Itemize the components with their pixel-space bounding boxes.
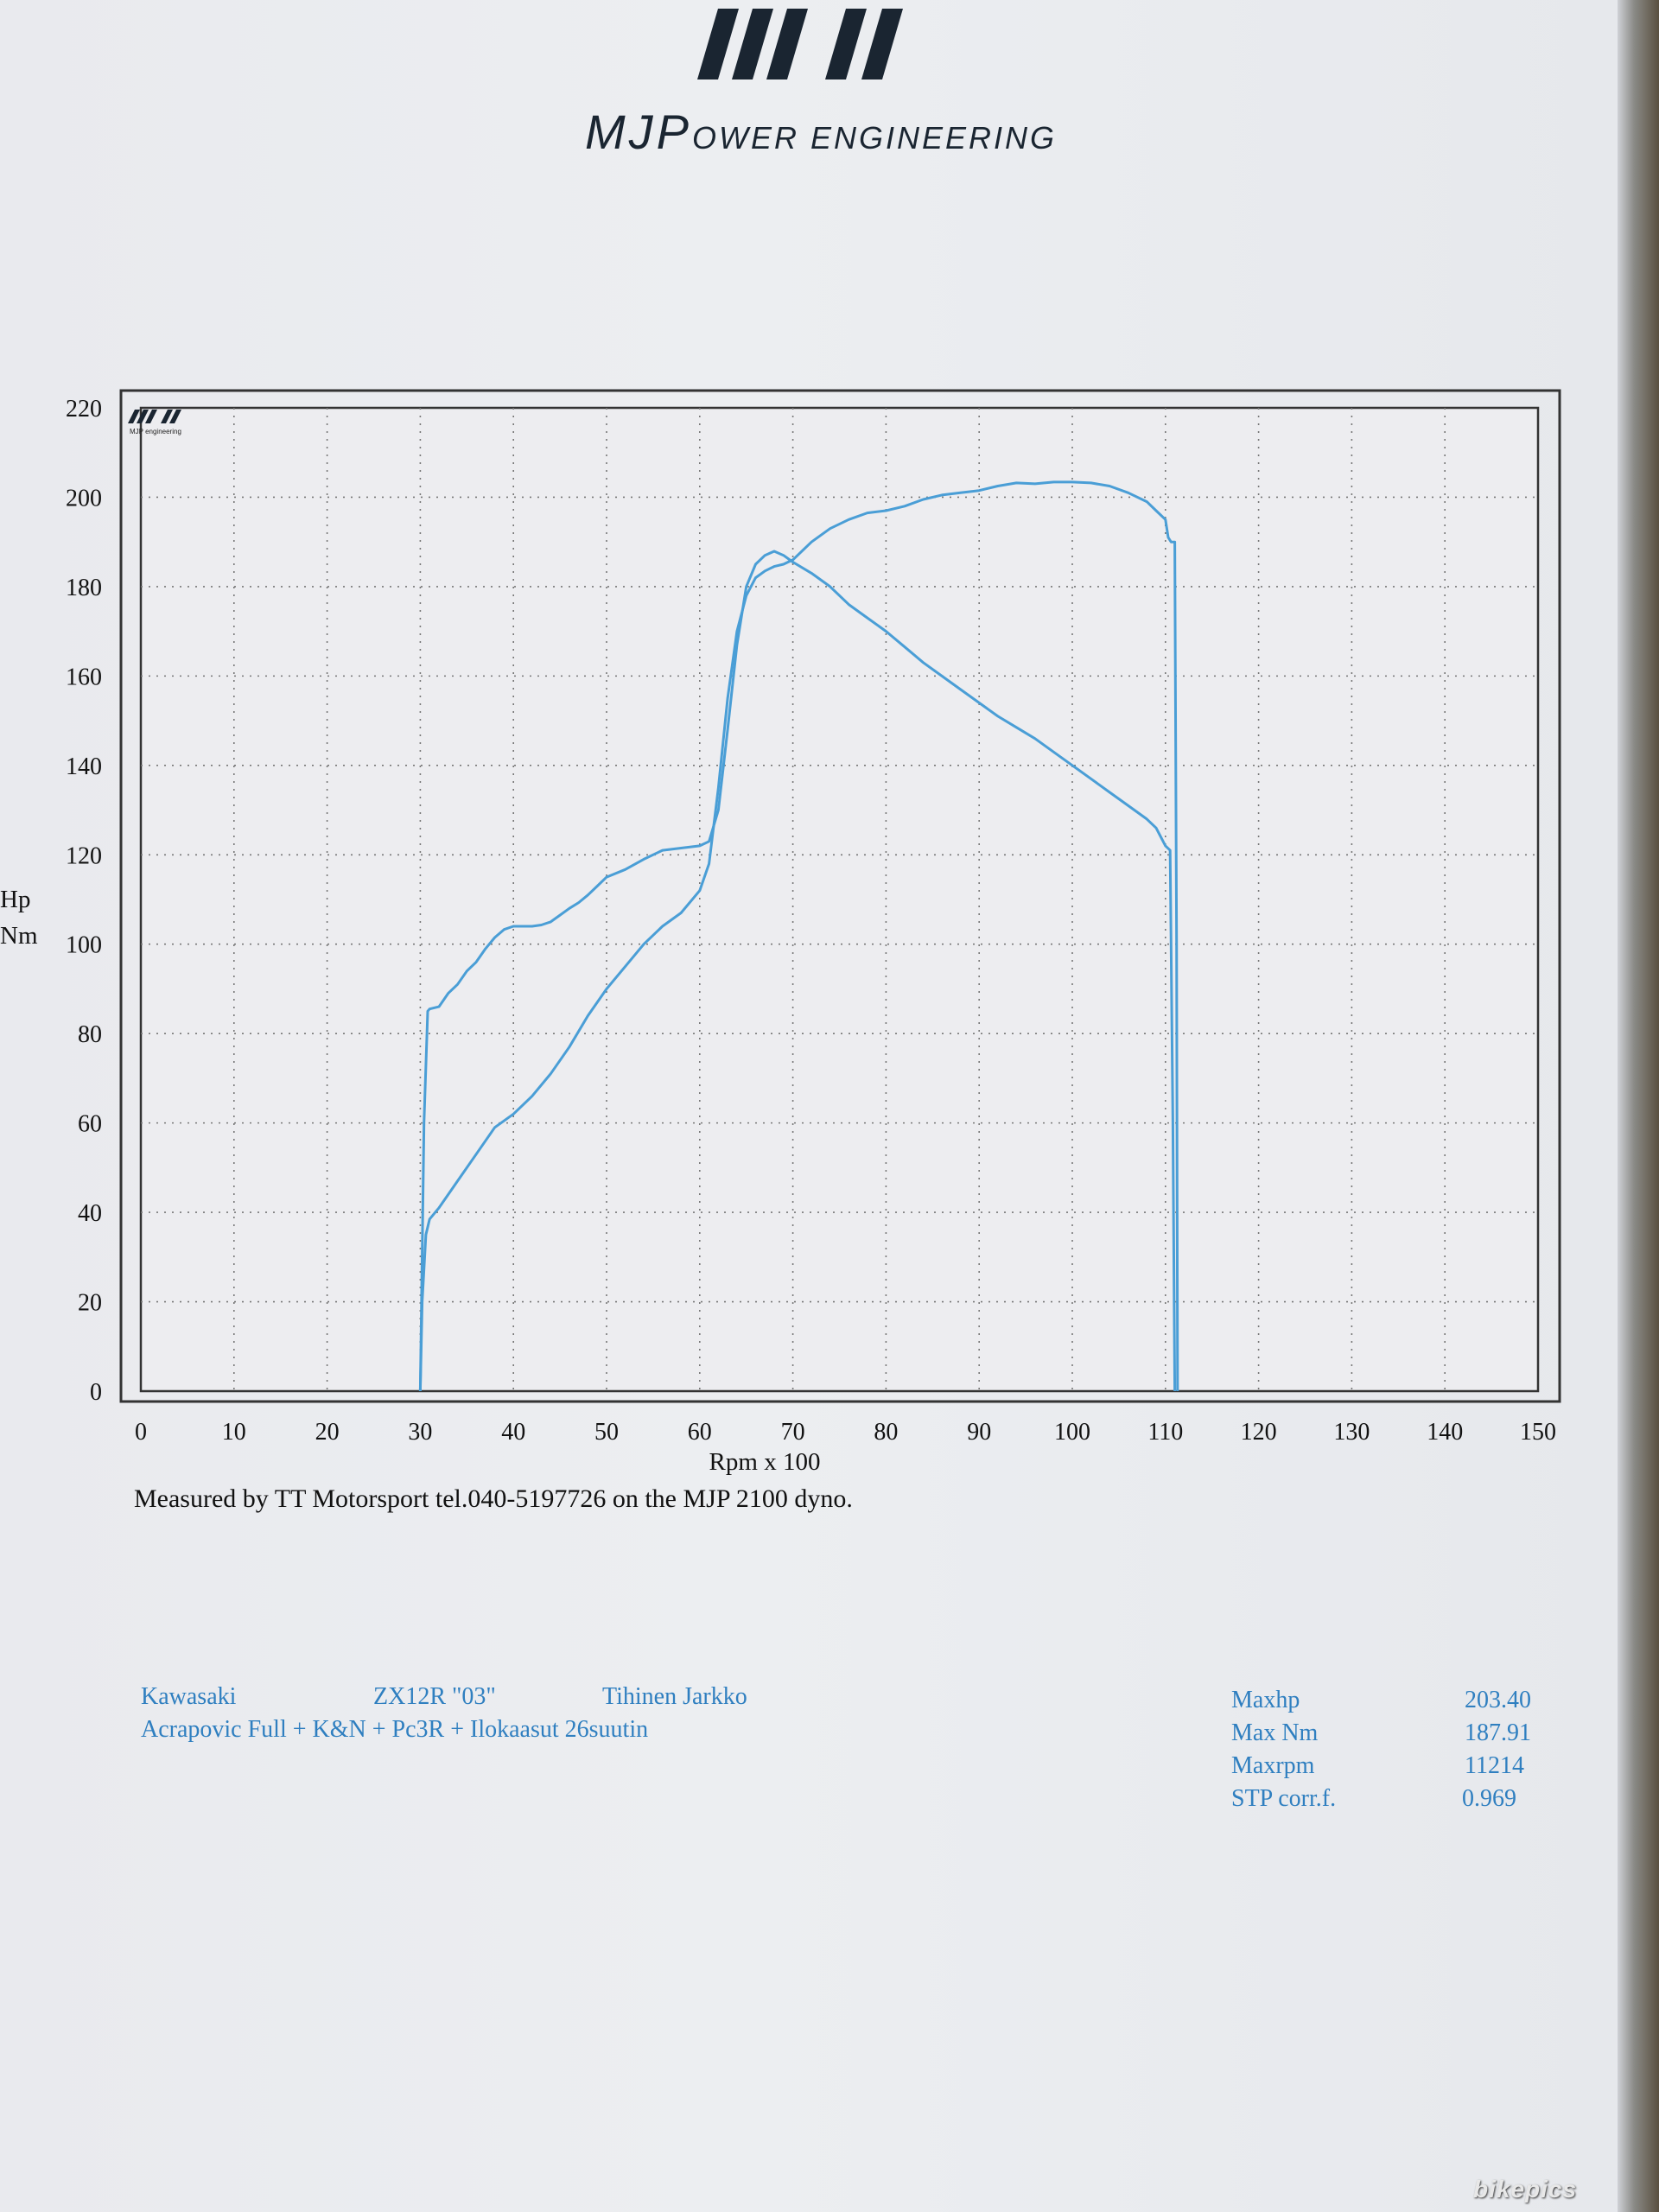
vehicle-mods: Acrapovic Full + K&N + Pc3R + Ilokaasut … bbox=[141, 1716, 649, 1743]
y-tick-label: 180 bbox=[66, 575, 102, 601]
inner-logo-stripe-icon bbox=[145, 410, 157, 423]
x-tick-label: 30 bbox=[408, 1419, 432, 1446]
inner-logo: MJP engineering bbox=[128, 410, 181, 435]
mjp-stripes-logo-icon bbox=[697, 9, 903, 79]
inner-logo-stripe-icon bbox=[161, 410, 173, 423]
x-tick-label: 100 bbox=[1054, 1419, 1090, 1446]
x-tick-label: 20 bbox=[315, 1419, 340, 1446]
y-axis-label-hp: Hp bbox=[0, 886, 30, 913]
y-tick-label: 40 bbox=[78, 1200, 102, 1227]
y-tick-label: 220 bbox=[66, 396, 102, 423]
measured-by-note: Measured by TT Motorsport tel.040-519772… bbox=[134, 1484, 853, 1513]
series-line-2 bbox=[418, 550, 1177, 1392]
y-tick-label: 200 bbox=[66, 485, 102, 512]
y-tick-label: 20 bbox=[78, 1290, 102, 1317]
y-tick-label: 120 bbox=[66, 842, 102, 869]
y-axis-label-nm: Nm bbox=[0, 922, 38, 950]
stp-label: STP corr.f. bbox=[1231, 1785, 1337, 1812]
x-tick-label: 80 bbox=[874, 1419, 898, 1446]
maxnm-value: 187.91 bbox=[1465, 1719, 1531, 1746]
x-tick-label: 150 bbox=[1520, 1419, 1556, 1446]
inner-logo-stripe-icon bbox=[128, 410, 140, 423]
inner-logo-stripe-icon bbox=[137, 410, 149, 423]
vehicle-owner: Tihinen Jarkko bbox=[602, 1683, 747, 1710]
chart-series bbox=[418, 480, 1179, 1392]
y-tick-label: 60 bbox=[78, 1111, 102, 1138]
plot-area bbox=[139, 406, 1540, 1393]
x-axis-label: Rpm x 100 bbox=[709, 1448, 821, 1476]
maxrpm-label: Maxrpm bbox=[1231, 1752, 1315, 1779]
x-tick-label: 60 bbox=[688, 1419, 712, 1446]
y-tick-label: 140 bbox=[66, 753, 102, 780]
y-tick-label: 100 bbox=[66, 932, 102, 959]
brand-logo-main: MJP bbox=[584, 105, 692, 159]
series-line-1 bbox=[418, 480, 1179, 1392]
maxrpm-value: 11214 bbox=[1465, 1752, 1524, 1779]
inner-logo-text: MJP engineering bbox=[130, 428, 181, 435]
stp-value: 0.969 bbox=[1462, 1785, 1516, 1812]
maxhp-label: Maxhp bbox=[1231, 1687, 1300, 1713]
x-axis-ticks: 0 10 20 30 40 50 60 70 80 90 100 110 120 130 140 150 bbox=[135, 1419, 1556, 1446]
x-tick-label: 130 bbox=[1333, 1419, 1370, 1446]
x-tick-label: 70 bbox=[781, 1419, 805, 1446]
inner-logo-stripe-icon bbox=[169, 410, 181, 423]
x-tick-label: 120 bbox=[1241, 1419, 1277, 1446]
brand-logo-suffix: OWER ENGINEERING bbox=[691, 120, 1058, 156]
dyno-chart: MJP engineering 020406080100120140160180… bbox=[0, 389, 1561, 1476]
x-tick-label: 10 bbox=[222, 1419, 246, 1446]
x-tick-label: 140 bbox=[1427, 1419, 1463, 1446]
maxnm-label: Max Nm bbox=[1231, 1719, 1319, 1746]
chart-outer-frame bbox=[119, 389, 1561, 1403]
y-tick-label: 160 bbox=[66, 664, 102, 690]
brand-logo-text: MJPOWER ENGINEERING bbox=[536, 104, 1106, 160]
vehicle-make: Kawasaki bbox=[141, 1683, 237, 1710]
bikepics-watermark: bikepics bbox=[1473, 2176, 1578, 2202]
vehicle-model: ZX12R "03" bbox=[373, 1683, 496, 1710]
x-tick-label: 0 bbox=[135, 1419, 147, 1446]
x-tick-label: 50 bbox=[594, 1419, 619, 1446]
table-edge-background bbox=[1618, 0, 1659, 2212]
maxhp-value: 203.40 bbox=[1465, 1687, 1531, 1713]
x-tick-label: 110 bbox=[1147, 1419, 1183, 1446]
y-tick-label: 80 bbox=[78, 1021, 102, 1048]
x-tick-label: 90 bbox=[967, 1419, 991, 1446]
y-tick-label: 0 bbox=[90, 1379, 102, 1406]
y-axis-ticks: 0 20 40 60 80 100 120 140 160 180 200 220 bbox=[66, 396, 102, 1406]
x-tick-label: 40 bbox=[501, 1419, 525, 1446]
chart-grid bbox=[141, 408, 1538, 1391]
